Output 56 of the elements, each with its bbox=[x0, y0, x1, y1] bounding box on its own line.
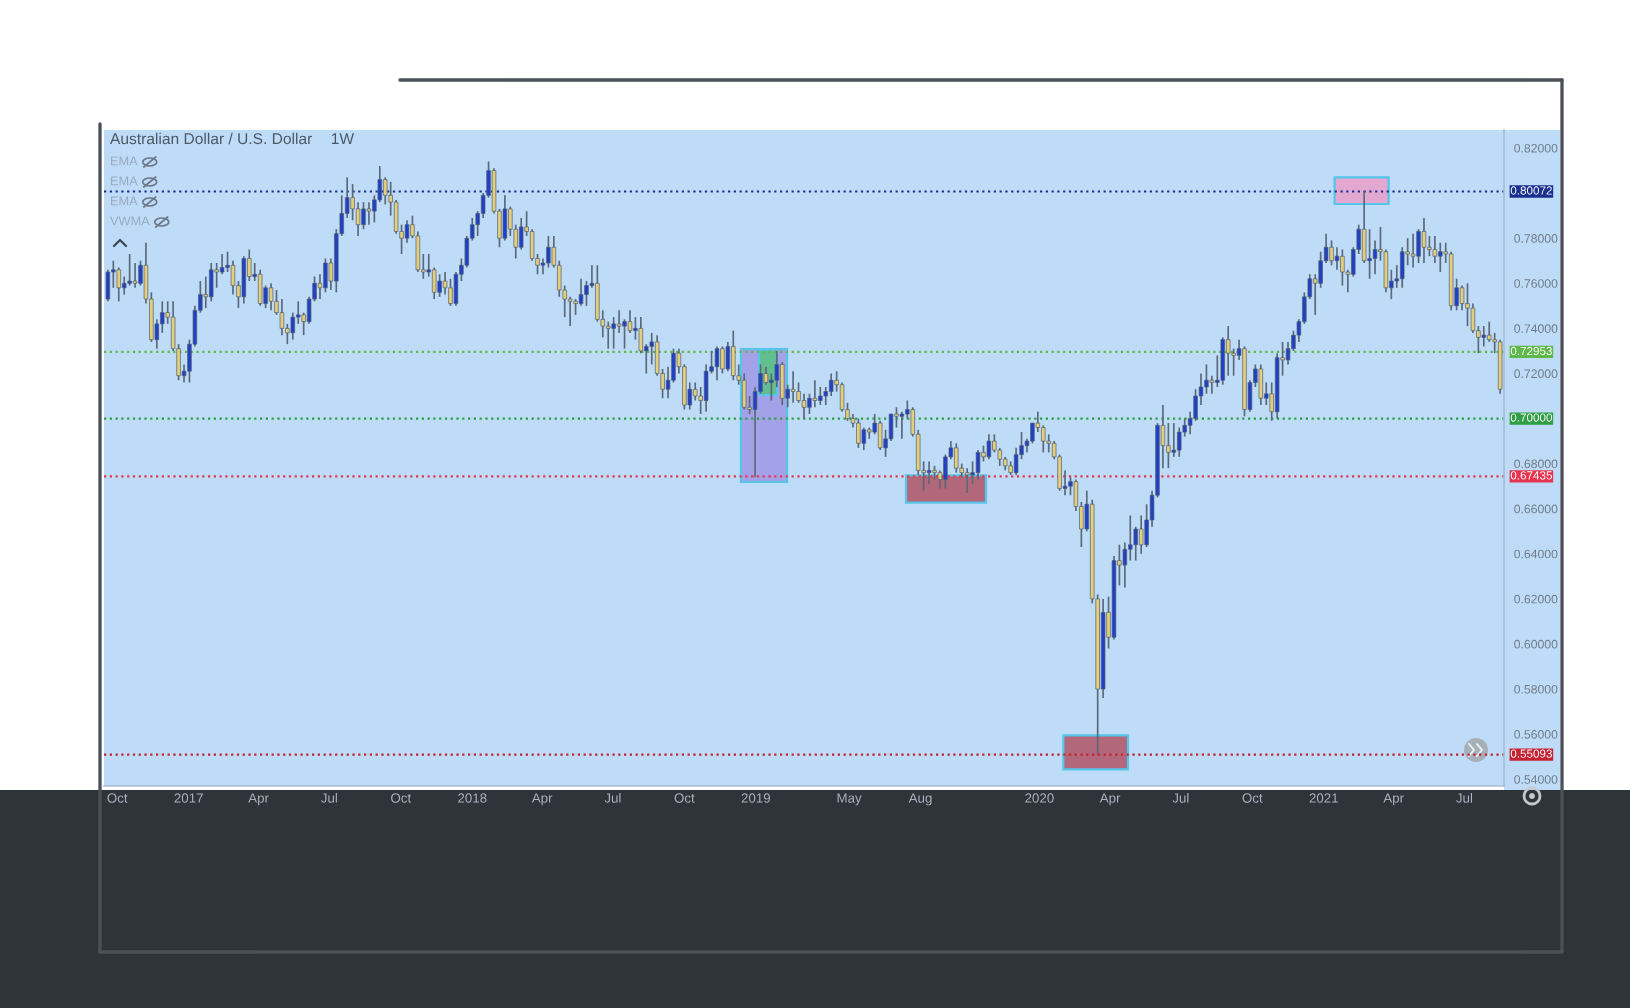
candlestick bbox=[518, 217, 524, 251]
candlestick bbox=[1481, 325, 1487, 348]
candlestick bbox=[986, 433, 992, 460]
candlestick bbox=[1340, 248, 1345, 287]
candlestick bbox=[741, 372, 747, 411]
candlestick bbox=[1334, 246, 1340, 271]
candlestick bbox=[209, 262, 214, 303]
candlestick bbox=[828, 372, 834, 397]
candlestick bbox=[731, 329, 736, 382]
candlestick bbox=[448, 277, 453, 307]
candlestick bbox=[790, 370, 796, 404]
candlestick bbox=[861, 426, 867, 451]
candlestick bbox=[214, 262, 219, 289]
candlestick bbox=[116, 266, 121, 303]
candlestick bbox=[323, 257, 328, 294]
candlestick bbox=[975, 449, 981, 481]
candlestick bbox=[1465, 282, 1470, 327]
candlestick bbox=[546, 235, 551, 269]
candlestick bbox=[1367, 228, 1372, 280]
candlestick bbox=[1171, 422, 1177, 458]
candlestick bbox=[279, 298, 285, 336]
candlestick bbox=[611, 316, 616, 350]
candlestick bbox=[812, 379, 818, 409]
candlestick bbox=[616, 309, 622, 334]
candlestick bbox=[437, 273, 442, 298]
candlestick bbox=[366, 201, 372, 226]
candlestick bbox=[1497, 338, 1503, 395]
candlestick bbox=[1432, 235, 1438, 264]
candlestick bbox=[105, 268, 111, 303]
candlestick bbox=[241, 255, 247, 305]
candlestick bbox=[502, 194, 508, 242]
candlestick bbox=[1329, 239, 1334, 267]
candlestick bbox=[268, 282, 274, 312]
candlestick bbox=[720, 345, 725, 375]
candlestick bbox=[1138, 514, 1144, 555]
candlestick bbox=[1225, 325, 1231, 377]
candlestick bbox=[1410, 232, 1416, 269]
candlestick bbox=[964, 467, 970, 494]
candlestick bbox=[1421, 217, 1427, 264]
candlestick bbox=[1258, 363, 1264, 406]
candlestick bbox=[877, 419, 883, 451]
candlestick bbox=[818, 386, 823, 406]
candlestick bbox=[361, 201, 366, 231]
candlestick bbox=[1046, 433, 1051, 454]
candlestick bbox=[714, 345, 720, 382]
candlestick bbox=[622, 318, 627, 350]
candlestick bbox=[1400, 246, 1405, 289]
candlestick bbox=[1177, 426, 1182, 458]
candlestick bbox=[856, 417, 861, 449]
candlestick bbox=[132, 262, 138, 289]
candlestick bbox=[127, 253, 132, 287]
candlestick bbox=[1438, 241, 1443, 273]
candlestick bbox=[257, 268, 263, 307]
candlestick bbox=[578, 277, 584, 307]
candlestick bbox=[954, 442, 959, 474]
candlestick bbox=[926, 460, 932, 485]
